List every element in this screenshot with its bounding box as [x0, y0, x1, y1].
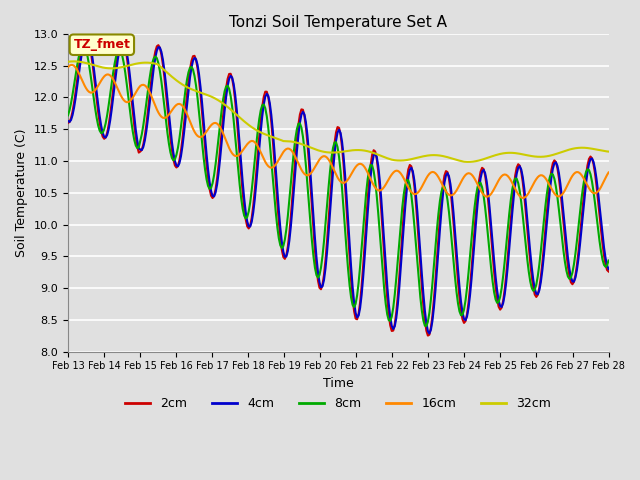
16cm: [302, 172, 310, 178]
2cm: [83, 33, 90, 38]
32cm: [578, 145, 586, 151]
32cm: [64, 59, 72, 65]
8cm: [64, 112, 72, 118]
8cm: [422, 323, 430, 329]
16cm: [67, 62, 75, 68]
32cm: [465, 159, 472, 165]
4cm: [254, 164, 262, 169]
32cm: [227, 107, 234, 112]
2cm: [578, 217, 586, 223]
8cm: [254, 128, 262, 134]
4cm: [132, 127, 140, 133]
Line: 32cm: 32cm: [68, 61, 609, 162]
Y-axis label: Soil Temperature (C): Soil Temperature (C): [15, 129, 28, 257]
Text: TZ_fmet: TZ_fmet: [74, 38, 131, 51]
Title: Tonzi Soil Temperature Set A: Tonzi Soil Temperature Set A: [229, 15, 447, 30]
16cm: [254, 144, 262, 149]
16cm: [519, 195, 527, 201]
Line: 2cm: 2cm: [68, 36, 609, 336]
16cm: [245, 140, 253, 145]
16cm: [132, 90, 140, 96]
4cm: [426, 331, 433, 336]
4cm: [302, 120, 310, 125]
8cm: [605, 258, 612, 264]
16cm: [605, 169, 612, 175]
8cm: [79, 43, 87, 48]
Line: 16cm: 16cm: [68, 65, 609, 198]
2cm: [605, 269, 612, 275]
X-axis label: Time: Time: [323, 377, 354, 390]
4cm: [605, 266, 612, 272]
Line: 4cm: 4cm: [68, 37, 609, 334]
4cm: [578, 227, 586, 232]
32cm: [70, 59, 78, 64]
2cm: [302, 124, 310, 130]
8cm: [132, 143, 140, 148]
16cm: [64, 64, 72, 70]
2cm: [227, 71, 234, 77]
4cm: [64, 118, 72, 124]
32cm: [302, 143, 310, 149]
4cm: [245, 224, 253, 229]
2cm: [64, 120, 72, 126]
8cm: [302, 163, 310, 168]
2cm: [245, 226, 253, 231]
2cm: [254, 152, 262, 157]
32cm: [254, 128, 262, 134]
Legend: 2cm, 4cm, 8cm, 16cm, 32cm: 2cm, 4cm, 8cm, 16cm, 32cm: [120, 392, 556, 415]
8cm: [578, 196, 586, 202]
32cm: [605, 149, 612, 155]
2cm: [424, 333, 432, 338]
4cm: [84, 35, 92, 40]
16cm: [578, 172, 586, 178]
Line: 8cm: 8cm: [68, 46, 609, 326]
16cm: [227, 148, 234, 154]
32cm: [132, 61, 140, 67]
4cm: [227, 73, 234, 79]
8cm: [227, 93, 234, 99]
2cm: [132, 134, 140, 140]
8cm: [245, 209, 253, 215]
32cm: [245, 122, 253, 128]
